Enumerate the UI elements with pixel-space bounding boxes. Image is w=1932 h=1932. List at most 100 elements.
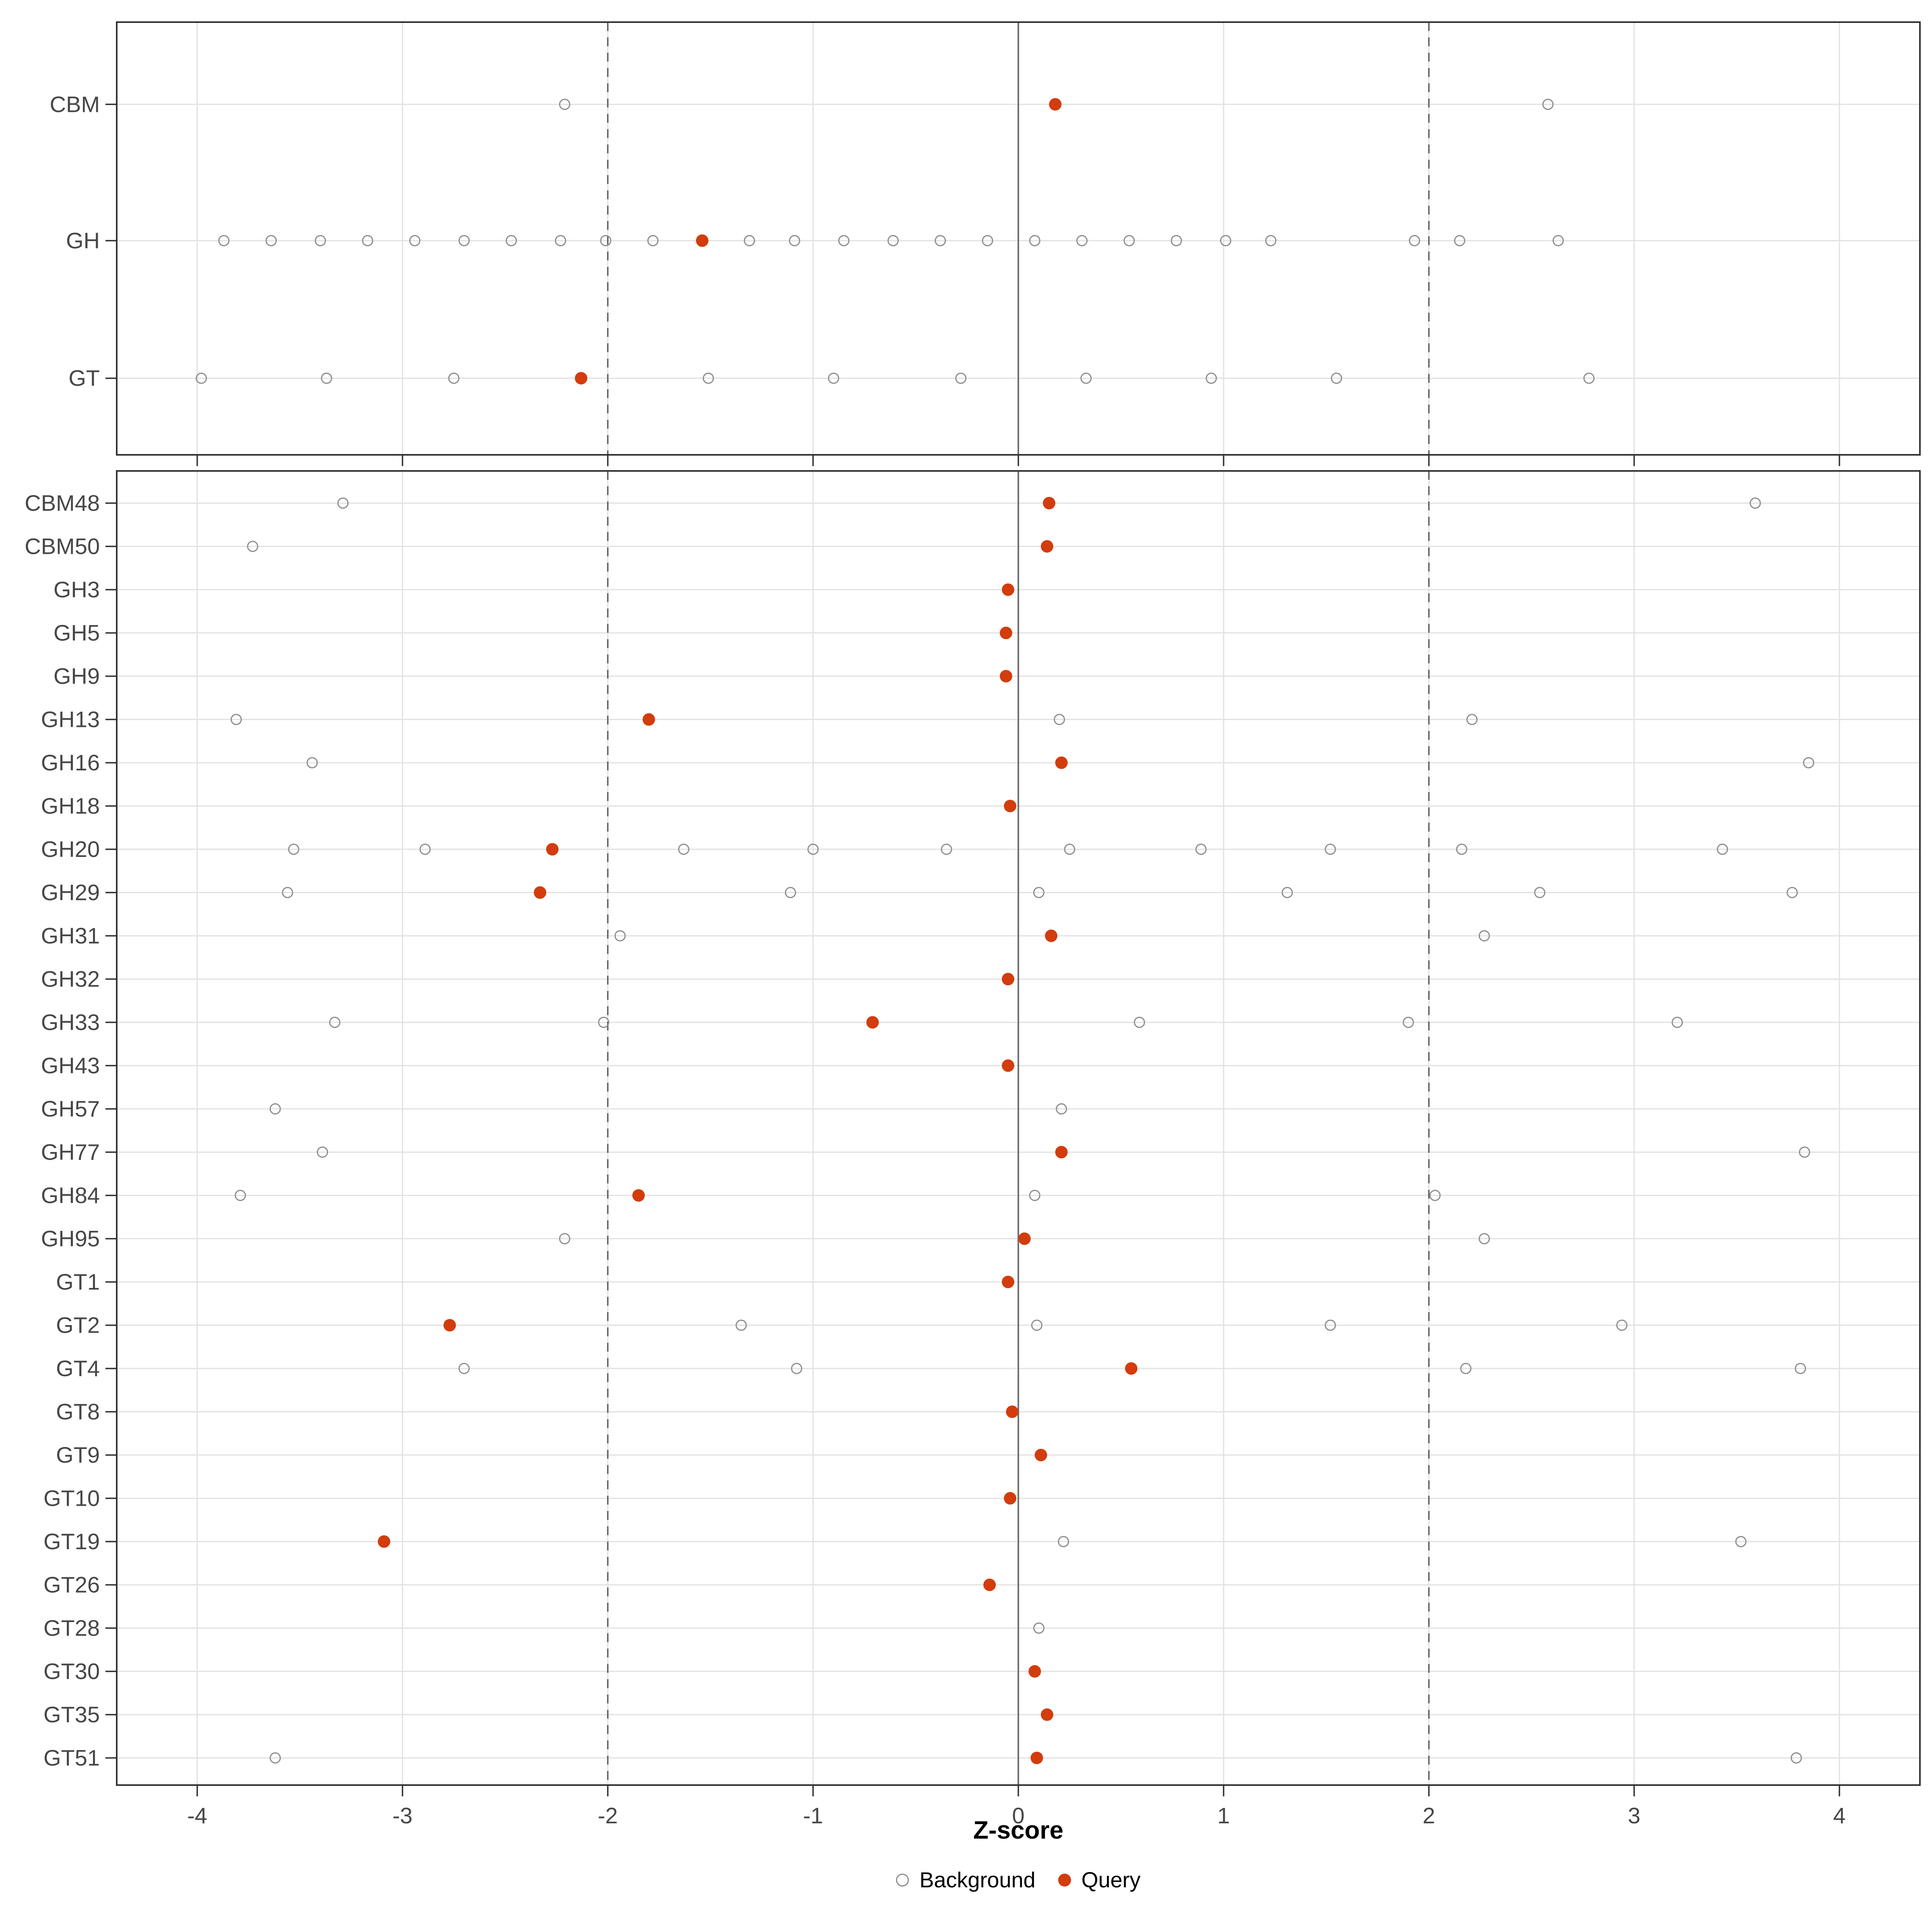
y-axis-label: GT10 [43,1486,100,1511]
background-point [598,1017,609,1028]
y-axis-label: GH77 [41,1139,100,1165]
query-point [1004,800,1017,812]
background-point [678,844,689,855]
background-point [702,372,714,384]
y-axis-label: GT [68,365,100,391]
background-point [982,235,993,246]
query-point [378,1535,390,1548]
background-point [196,372,207,384]
query-point [1006,1406,1019,1418]
query-point-icon [1058,1874,1071,1887]
background-point-icon [896,1874,909,1887]
background-point [218,235,230,246]
query-point [1034,1449,1047,1461]
y-axis-label: GH32 [41,966,100,992]
query-point [983,1579,996,1591]
background-point [1460,1363,1472,1374]
background-point [1409,235,1420,246]
y-axis-label: GH43 [41,1053,100,1078]
query-point [632,1189,645,1202]
x-tick-label: 4 [1833,1803,1845,1828]
background-point [935,235,946,246]
panel-families: CBM48 CBM50 GH3 GH5 GH9 GH13 GH16 GH18 GH20 GH29 G… [25,470,1921,1796]
background-point [1749,497,1761,509]
background-point [321,372,332,384]
y-axis-label: GT19 [43,1529,100,1554]
y-axis-label: CBM48 [25,490,100,516]
y-axis-label: GT51 [43,1745,100,1771]
background-point [1478,1233,1490,1245]
background-point [1064,844,1075,855]
y-axis-label: GT35 [43,1702,100,1727]
background-point [1403,1017,1414,1028]
background-point [1076,235,1088,246]
background-point [1542,99,1554,110]
background-point [269,1103,281,1115]
background-point [317,1146,328,1158]
background-point [559,99,570,110]
query-point [1125,1362,1137,1375]
query-point [546,843,559,856]
background-point [448,372,460,384]
background-point [735,1319,747,1331]
y-axis-label: GH9 [54,663,100,689]
background-point [791,1363,803,1374]
background-point [1466,714,1478,725]
background-point [828,372,839,384]
background-point [941,844,952,855]
query-point [1055,756,1068,769]
query-point [1002,1059,1014,1072]
background-point [887,235,899,246]
x-tick-label: -2 [598,1803,618,1828]
background-point [1454,235,1466,246]
query-point [1049,98,1062,111]
y-axis-label: GT2 [56,1313,100,1338]
background-point [265,235,277,246]
background-point [1803,757,1814,768]
background-point [419,844,431,855]
background-point [559,1233,570,1245]
background-point [1672,1017,1683,1028]
query-point [999,670,1012,683]
y-axis-label: GT30 [43,1659,100,1684]
background-point [315,235,326,246]
background-point [1265,235,1277,246]
query-point [443,1319,456,1331]
background-point [1795,1363,1806,1374]
background-point [1790,1752,1802,1764]
background-point [1325,1319,1336,1331]
background-point [1058,1536,1069,1547]
y-axis-label: GH95 [41,1226,100,1251]
x-tick-label: -4 [187,1803,207,1828]
background-point [1205,372,1217,384]
y-axis-label: GH [66,228,100,253]
background-point [1717,844,1728,855]
background-point [784,887,796,898]
background-point [1080,372,1092,384]
legend-label-query: Query [1081,1868,1141,1892]
y-axis-label: GH16 [41,750,100,775]
query-point [696,234,709,247]
background-point [458,235,470,246]
background-point [1456,844,1468,855]
y-axis-label: GH20 [41,836,100,862]
y-axis-label: GH13 [41,707,100,732]
background-point [1552,235,1564,246]
background-point [789,235,801,246]
x-tick-label: 1 [1217,1803,1230,1828]
y-axis-label: GT4 [56,1356,100,1381]
legend-label-background: Background [919,1868,1036,1892]
y-axis-label: GT1 [56,1269,100,1294]
query-point [534,886,547,899]
y-axis-label: GH33 [41,1009,100,1035]
background-point [1616,1319,1628,1331]
y-axis-label: GT8 [56,1399,100,1424]
background-point [1031,1319,1042,1331]
background-point [458,1363,470,1374]
legend-item-background: Background [896,1868,1036,1893]
background-point [1534,887,1546,898]
background-point [1029,1190,1040,1201]
legend: Background Query [117,1868,1920,1893]
y-axis-label: GH18 [41,793,100,819]
